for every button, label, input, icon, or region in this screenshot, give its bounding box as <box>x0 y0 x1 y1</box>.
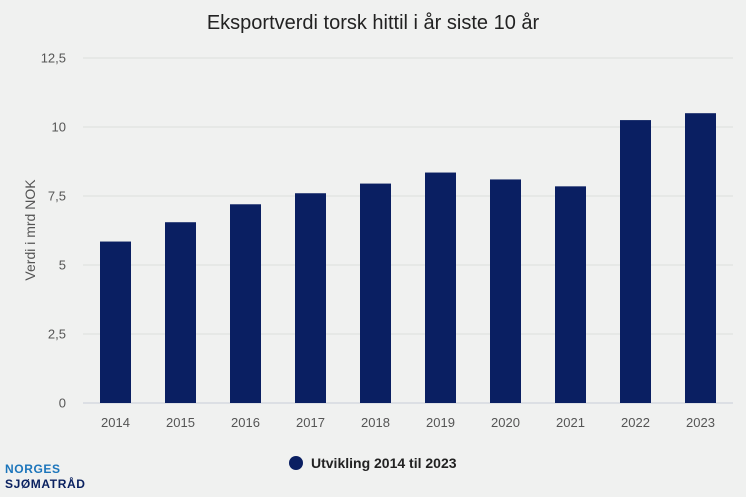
bar-2014[interactable] <box>100 241 131 403</box>
legend[interactable]: Utvikling 2014 til 2023 <box>289 455 457 471</box>
x-axis-ticks: 2014 2015 2016 2017 2018 2019 2020 2021 2022 2023 <box>101 415 715 430</box>
x-tick-label: 2022 <box>621 415 650 430</box>
x-tick-label: 2020 <box>491 415 520 430</box>
bar-2017[interactable] <box>295 193 326 403</box>
logo-line-1: NORGES <box>5 462 61 476</box>
x-tick-label: 2016 <box>231 415 260 430</box>
bars <box>100 113 716 403</box>
x-tick-label: 2023 <box>686 415 715 430</box>
y-axis-ticks: 0 2,5 5 7,5 10 12,5 <box>41 51 66 411</box>
bar-2019[interactable] <box>425 172 456 403</box>
bar-2023[interactable] <box>685 113 716 403</box>
bar-2022[interactable] <box>620 120 651 403</box>
legend-label: Utvikling 2014 til 2023 <box>311 455 457 471</box>
y-tick-label: 5 <box>59 258 66 273</box>
bar-2020[interactable] <box>490 179 521 403</box>
y-tick-label: 0 <box>59 396 66 411</box>
bar-2021[interactable] <box>555 186 586 403</box>
x-tick-label: 2019 <box>426 415 455 430</box>
bar-2016[interactable] <box>230 204 261 403</box>
bar-2015[interactable] <box>165 222 196 403</box>
x-tick-label: 2021 <box>556 415 585 430</box>
bar-2018[interactable] <box>360 183 391 403</box>
legend-marker <box>289 456 303 470</box>
y-tick-label: 12,5 <box>41 51 66 66</box>
norges-sjomatrad-logo: NORGES SJØMATRÅD <box>5 462 86 492</box>
y-tick-label: 7,5 <box>48 189 66 204</box>
y-tick-label: 2,5 <box>48 327 66 342</box>
y-axis-label: Verdi i mrd NOK <box>22 179 38 281</box>
x-tick-label: 2017 <box>296 415 325 430</box>
logo-line-2: SJØMATRÅD <box>5 477 86 491</box>
x-tick-label: 2015 <box>166 415 195 430</box>
chart-title: Eksportverdi torsk hittil i år siste 10 … <box>207 12 540 34</box>
y-tick-label: 10 <box>52 120 66 135</box>
x-tick-label: 2018 <box>361 415 390 430</box>
x-tick-label: 2014 <box>101 415 130 430</box>
